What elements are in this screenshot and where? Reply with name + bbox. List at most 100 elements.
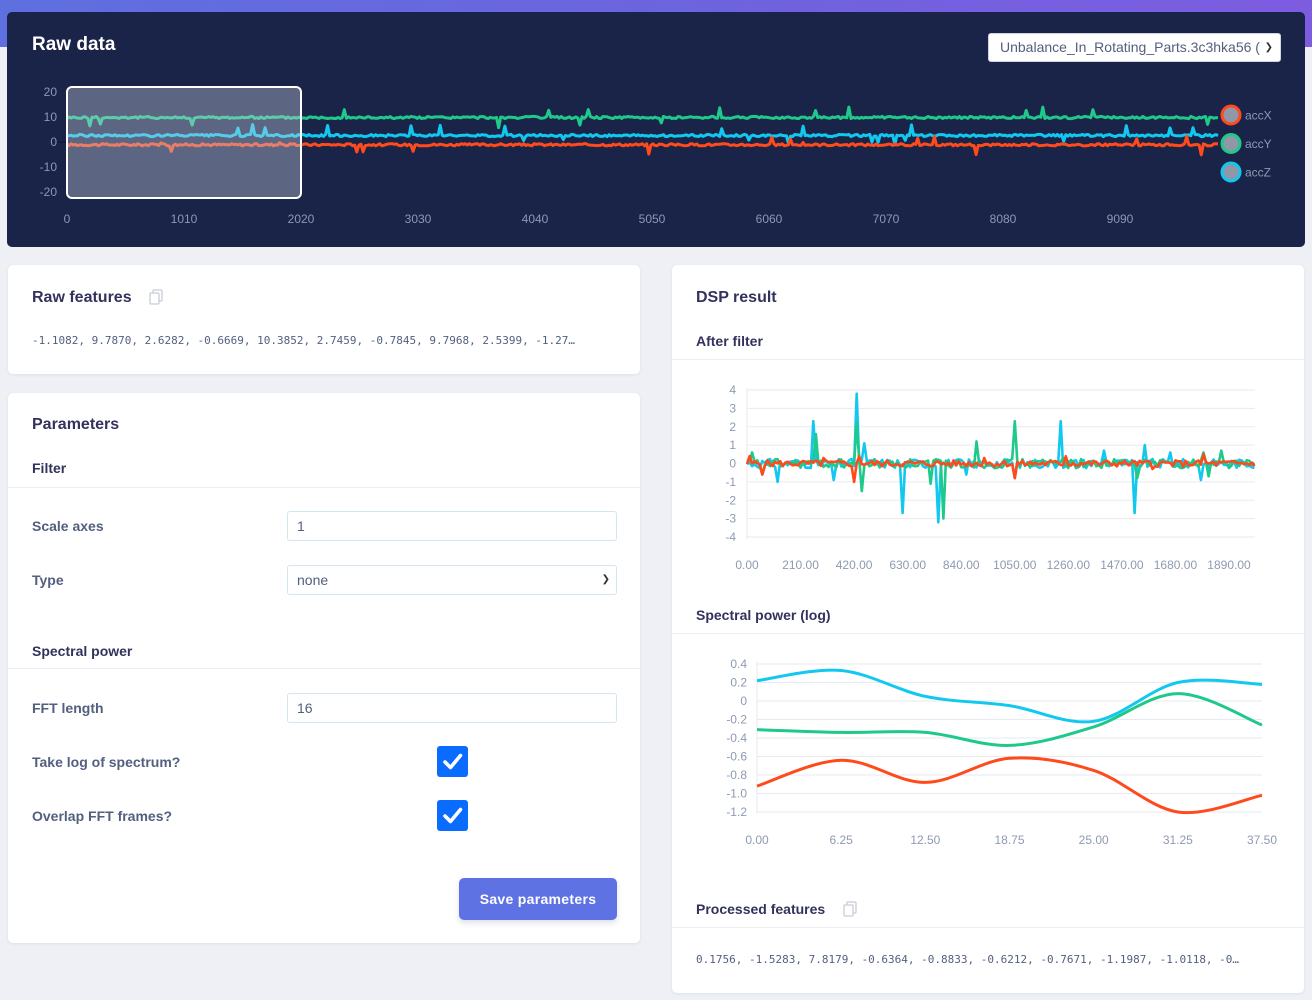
x-tick-label: 840.00: [943, 558, 980, 572]
y-tick-label: 20: [44, 85, 58, 99]
raw-data-title: Raw data: [32, 34, 116, 55]
take-log-checkbox[interactable]: [437, 746, 468, 777]
y-tick-label: 1: [729, 438, 736, 452]
y-tick-label: 0: [740, 694, 747, 708]
y-tick-label: 0: [50, 135, 57, 149]
y-tick-label: -3: [725, 512, 736, 526]
type-select[interactable]: none ❯: [287, 565, 617, 595]
x-tick-label: 2020: [288, 212, 315, 226]
divider: [672, 927, 1304, 928]
x-tick-label: 8080: [990, 212, 1017, 226]
y-tick-label: 2: [729, 420, 736, 434]
scale-axes-label: Scale axes: [32, 518, 104, 534]
parameters-title: Parameters: [32, 416, 120, 433]
processed-features-title: Processed features: [696, 901, 826, 917]
dsp-result-card: DSP result After filter 4 3 2 1 0 -1 -2 -3 -4 0.0…: [672, 265, 1304, 993]
x-tick-label: 420.00: [836, 558, 873, 572]
x-tick-label: 0.00: [735, 558, 759, 572]
copy-icon[interactable]: [149, 289, 163, 305]
y-tick-label: 0.4: [730, 657, 747, 671]
y-tick-label: 4: [729, 383, 736, 397]
type-select-value: none: [297, 572, 329, 588]
fft-length-input[interactable]: 16: [287, 693, 617, 723]
x-tick-label: 0: [64, 212, 71, 226]
parameters-card: Parameters Filter Scale axes 1 Type none…: [8, 393, 640, 943]
divider: [672, 633, 1304, 634]
legend-marker-accZ[interactable]: [1220, 161, 1242, 183]
x-tick-label: 6.25: [829, 833, 853, 847]
series-line-accX: [745, 453, 1256, 484]
x-tick-label: 1260.00: [1047, 558, 1091, 572]
series-line-accY: [746, 419, 1256, 520]
legend-marker-accY[interactable]: [1220, 133, 1242, 154]
series-line-accX: [756, 756, 1263, 815]
chevron-down-icon: ❯: [601, 574, 610, 585]
y-tick-label: -0.6: [726, 750, 747, 764]
y-tick-label: -0.8: [726, 768, 747, 782]
y-tick-label: 0: [729, 457, 736, 471]
checkmark-icon: [443, 753, 463, 770]
x-tick-label: 1470.00: [1100, 558, 1144, 572]
y-tick-label: 10: [44, 110, 58, 124]
raw-features-card: Raw features -1.1082, 9.7870, 2.6282, -0…: [8, 265, 640, 374]
y-tick-label: -20: [40, 185, 58, 199]
take-log-label: Take log of spectrum?: [32, 754, 181, 770]
spectral-power-heading: Spectral power: [32, 643, 133, 659]
raw-features-title: Raw features: [32, 289, 132, 306]
x-tick-label: 1010: [171, 212, 198, 226]
raw-features-values: -1.1082, 9.7870, 2.6282, -0.6669, 10.385…: [32, 334, 576, 347]
save-parameters-button[interactable]: Save parameters: [459, 878, 617, 920]
x-tick-label: 1890.00: [1207, 558, 1251, 572]
dsp-result-title: DSP result: [696, 289, 777, 306]
series-line-accX: [66, 135, 1219, 157]
type-label: Type: [32, 572, 64, 588]
y-tick-label: -1: [725, 475, 736, 489]
selection-brush[interactable]: [66, 86, 302, 199]
overlap-checkbox[interactable]: [437, 800, 468, 831]
series-line-accY: [66, 105, 1219, 130]
y-tick-label: -4: [725, 530, 736, 544]
y-tick-label: -1.0: [726, 787, 747, 801]
divider: [8, 668, 640, 669]
y-tick-label: -2: [725, 493, 736, 507]
y-tick-label: -0.4: [726, 731, 747, 745]
filter-heading: Filter: [32, 460, 67, 476]
x-tick-label: 210.00: [782, 558, 819, 572]
checkmark-icon: [443, 807, 463, 824]
overlap-label: Overlap FFT frames?: [32, 808, 173, 824]
x-tick-label: 25.00: [1079, 833, 1109, 847]
x-tick-label: 5050: [639, 212, 666, 226]
scale-axes-input[interactable]: 1: [287, 511, 617, 541]
y-tick-label: -10: [40, 160, 58, 174]
sample-select-value: Unbalance_In_Rotating_Parts.3c3hka56 (: [1000, 39, 1260, 55]
processed-features-values: 0.1756, -1.5283, 7.8179, -0.6364, -0.883…: [696, 953, 1240, 966]
y-tick-label: -0.2: [726, 713, 747, 727]
x-tick-label: 9090: [1107, 212, 1134, 226]
sample-select[interactable]: Unbalance_In_Rotating_Parts.3c3hka56 ( ❯: [988, 33, 1281, 62]
legend-marker-accX[interactable]: [1220, 104, 1242, 126]
divider: [672, 359, 1304, 360]
raw-data-chart[interactable]: 20 10 0 -10 -20 0 1010 2020 3030 4040 5050 6060 7070…: [7, 12, 1305, 247]
spectral-power-chart[interactable]: 0.4 0.2 0 -0.2 -0.4 -0.6 -0.8 -1.0 -1.2 0.00 6.25 1…: [672, 645, 1304, 855]
x-tick-label: 4040: [522, 212, 549, 226]
after-filter-title: After filter: [696, 333, 763, 349]
x-tick-label: 3030: [405, 212, 432, 226]
series-line-accZ: [756, 668, 1263, 724]
y-tick-label: 0.2: [730, 676, 747, 690]
copy-icon[interactable]: [843, 901, 857, 917]
legend-label-accZ[interactable]: accZ: [1245, 166, 1271, 180]
legend-label-accY[interactable]: accY: [1245, 137, 1272, 151]
y-tick-label: -1.2: [726, 805, 747, 819]
series-line-accZ: [66, 123, 1219, 147]
x-tick-label: 31.25: [1163, 833, 1193, 847]
x-tick-label: 12.50: [910, 833, 940, 847]
x-tick-label: 7070: [873, 212, 900, 226]
chevron-down-icon: ❯: [1264, 42, 1273, 53]
x-tick-label: 37.50: [1247, 833, 1277, 847]
x-tick-label: 630.00: [889, 558, 926, 572]
after-filter-chart[interactable]: 4 3 2 1 0 -1 -2 -3 -4 0.00 210.00 420.00 630.00 840.0…: [672, 365, 1304, 585]
x-tick-label: 18.75: [994, 833, 1024, 847]
x-tick-label: 6060: [756, 212, 783, 226]
legend-label-accX[interactable]: accX: [1245, 109, 1272, 123]
series-line-accY: [756, 692, 1263, 747]
